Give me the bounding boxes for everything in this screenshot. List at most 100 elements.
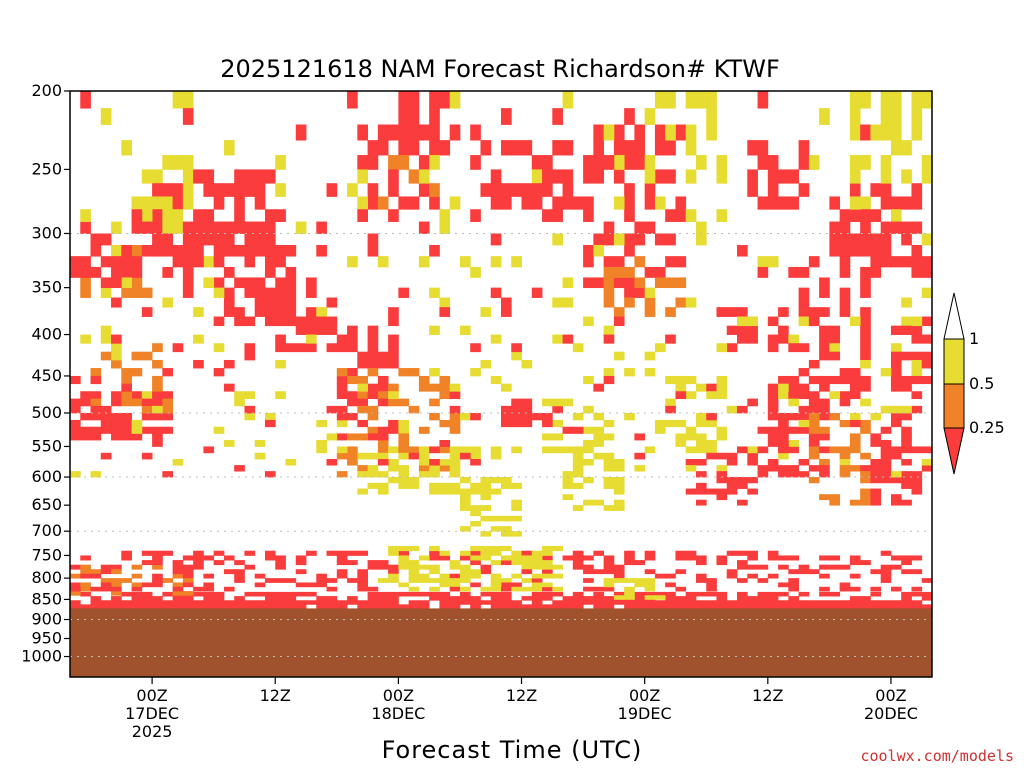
ri-cell (398, 433, 410, 441)
ri-cell (624, 555, 635, 561)
ri-cell (459, 555, 471, 561)
ri-cell (182, 256, 194, 268)
ri-cell (644, 600, 656, 605)
ri-cell (716, 600, 728, 605)
ri-cell (80, 569, 91, 575)
ri-cell (870, 412, 882, 421)
ri-cell (531, 591, 543, 597)
ri-cell (470, 155, 481, 170)
ri-cell (234, 244, 245, 257)
credit-text[interactable]: coolwx.com/models (860, 747, 1014, 765)
ri-cell (880, 155, 892, 170)
ri-cell (357, 452, 368, 460)
ri-cell (388, 316, 399, 327)
ri-cell (131, 604, 143, 609)
ri-cell (921, 334, 933, 344)
ri-cell (223, 586, 235, 592)
ri-cell (182, 221, 194, 234)
ri-cell (901, 233, 912, 246)
ri-cell (336, 375, 348, 385)
ri-cell (624, 233, 635, 246)
ri-cell (100, 233, 112, 246)
ri-cell (80, 555, 91, 561)
ri-cell (665, 573, 676, 579)
ri-cell (111, 419, 122, 428)
ri-cell (706, 582, 717, 588)
ri-cell (490, 600, 502, 605)
ri-cell (624, 266, 635, 278)
ri-cell (398, 550, 410, 556)
ri-cell (531, 560, 543, 566)
ri-cell (501, 545, 512, 552)
ri-cell (798, 459, 810, 466)
ri-cell (737, 578, 748, 583)
ri-cell (490, 256, 502, 268)
ri-cell (449, 564, 461, 570)
ri-cell (798, 307, 810, 317)
ri-cell (829, 351, 841, 361)
ri-cell (141, 287, 153, 298)
ri-cell (737, 600, 748, 605)
ri-cell (593, 586, 605, 592)
ri-cell (408, 405, 420, 414)
ri-cell (870, 494, 882, 501)
ri-cell (377, 578, 389, 583)
ri-cell (798, 604, 810, 609)
ri-cell (172, 221, 184, 234)
ri-cell (685, 124, 697, 141)
ri-cell (603, 452, 615, 460)
ri-cell (490, 183, 502, 197)
ri-cell (860, 600, 871, 605)
ri-cell (172, 591, 184, 596)
ri-cell (336, 419, 348, 428)
ri-cell (778, 383, 789, 392)
ri-cell (388, 596, 399, 601)
ri-cell (408, 452, 420, 460)
ri-cell (193, 591, 204, 597)
ri-cell (726, 452, 738, 460)
ri-cell (398, 482, 410, 489)
ri-cell (100, 108, 112, 125)
ri-cell (706, 604, 717, 609)
ri-cell (295, 343, 307, 353)
ri-cell (901, 569, 912, 575)
ri-cell (911, 244, 923, 257)
ri-cell (90, 433, 102, 441)
x-tick-label: 12Z (260, 686, 291, 705)
ri-cell (849, 316, 861, 327)
ri-cell (880, 471, 892, 478)
ri-cell (213, 196, 225, 210)
ri-cell (778, 307, 789, 317)
ri-cell (624, 560, 635, 566)
ri-cell (398, 287, 410, 298)
ri-cell (408, 604, 420, 609)
ri-cell (521, 419, 533, 428)
ri-cell (552, 334, 563, 344)
ri-cell (511, 531, 522, 537)
ri-cell (377, 433, 389, 441)
ri-cell (685, 297, 697, 308)
ri-cell (654, 266, 666, 278)
ri-cell (459, 452, 471, 460)
ri-cell (552, 209, 563, 222)
ri-cell (634, 287, 646, 298)
ri-cell (767, 412, 779, 421)
ri-cell (285, 343, 297, 353)
ri-cell (100, 256, 112, 268)
ri-cell (788, 391, 799, 400)
ri-cell (182, 91, 194, 109)
ri-cell (80, 573, 91, 579)
ri-cell (357, 569, 368, 575)
ri-cell (459, 564, 471, 570)
ri-cell (531, 582, 543, 588)
ri-cell (501, 586, 512, 592)
ri-cell (880, 465, 892, 472)
ri-cell (583, 244, 594, 257)
ri-cell (788, 586, 799, 592)
ri-cell (439, 375, 451, 385)
ri-cell (572, 465, 584, 472)
ri-cell (757, 140, 769, 156)
ri-cell (275, 359, 286, 369)
ri-cell (788, 604, 799, 609)
ri-cell (654, 604, 666, 609)
